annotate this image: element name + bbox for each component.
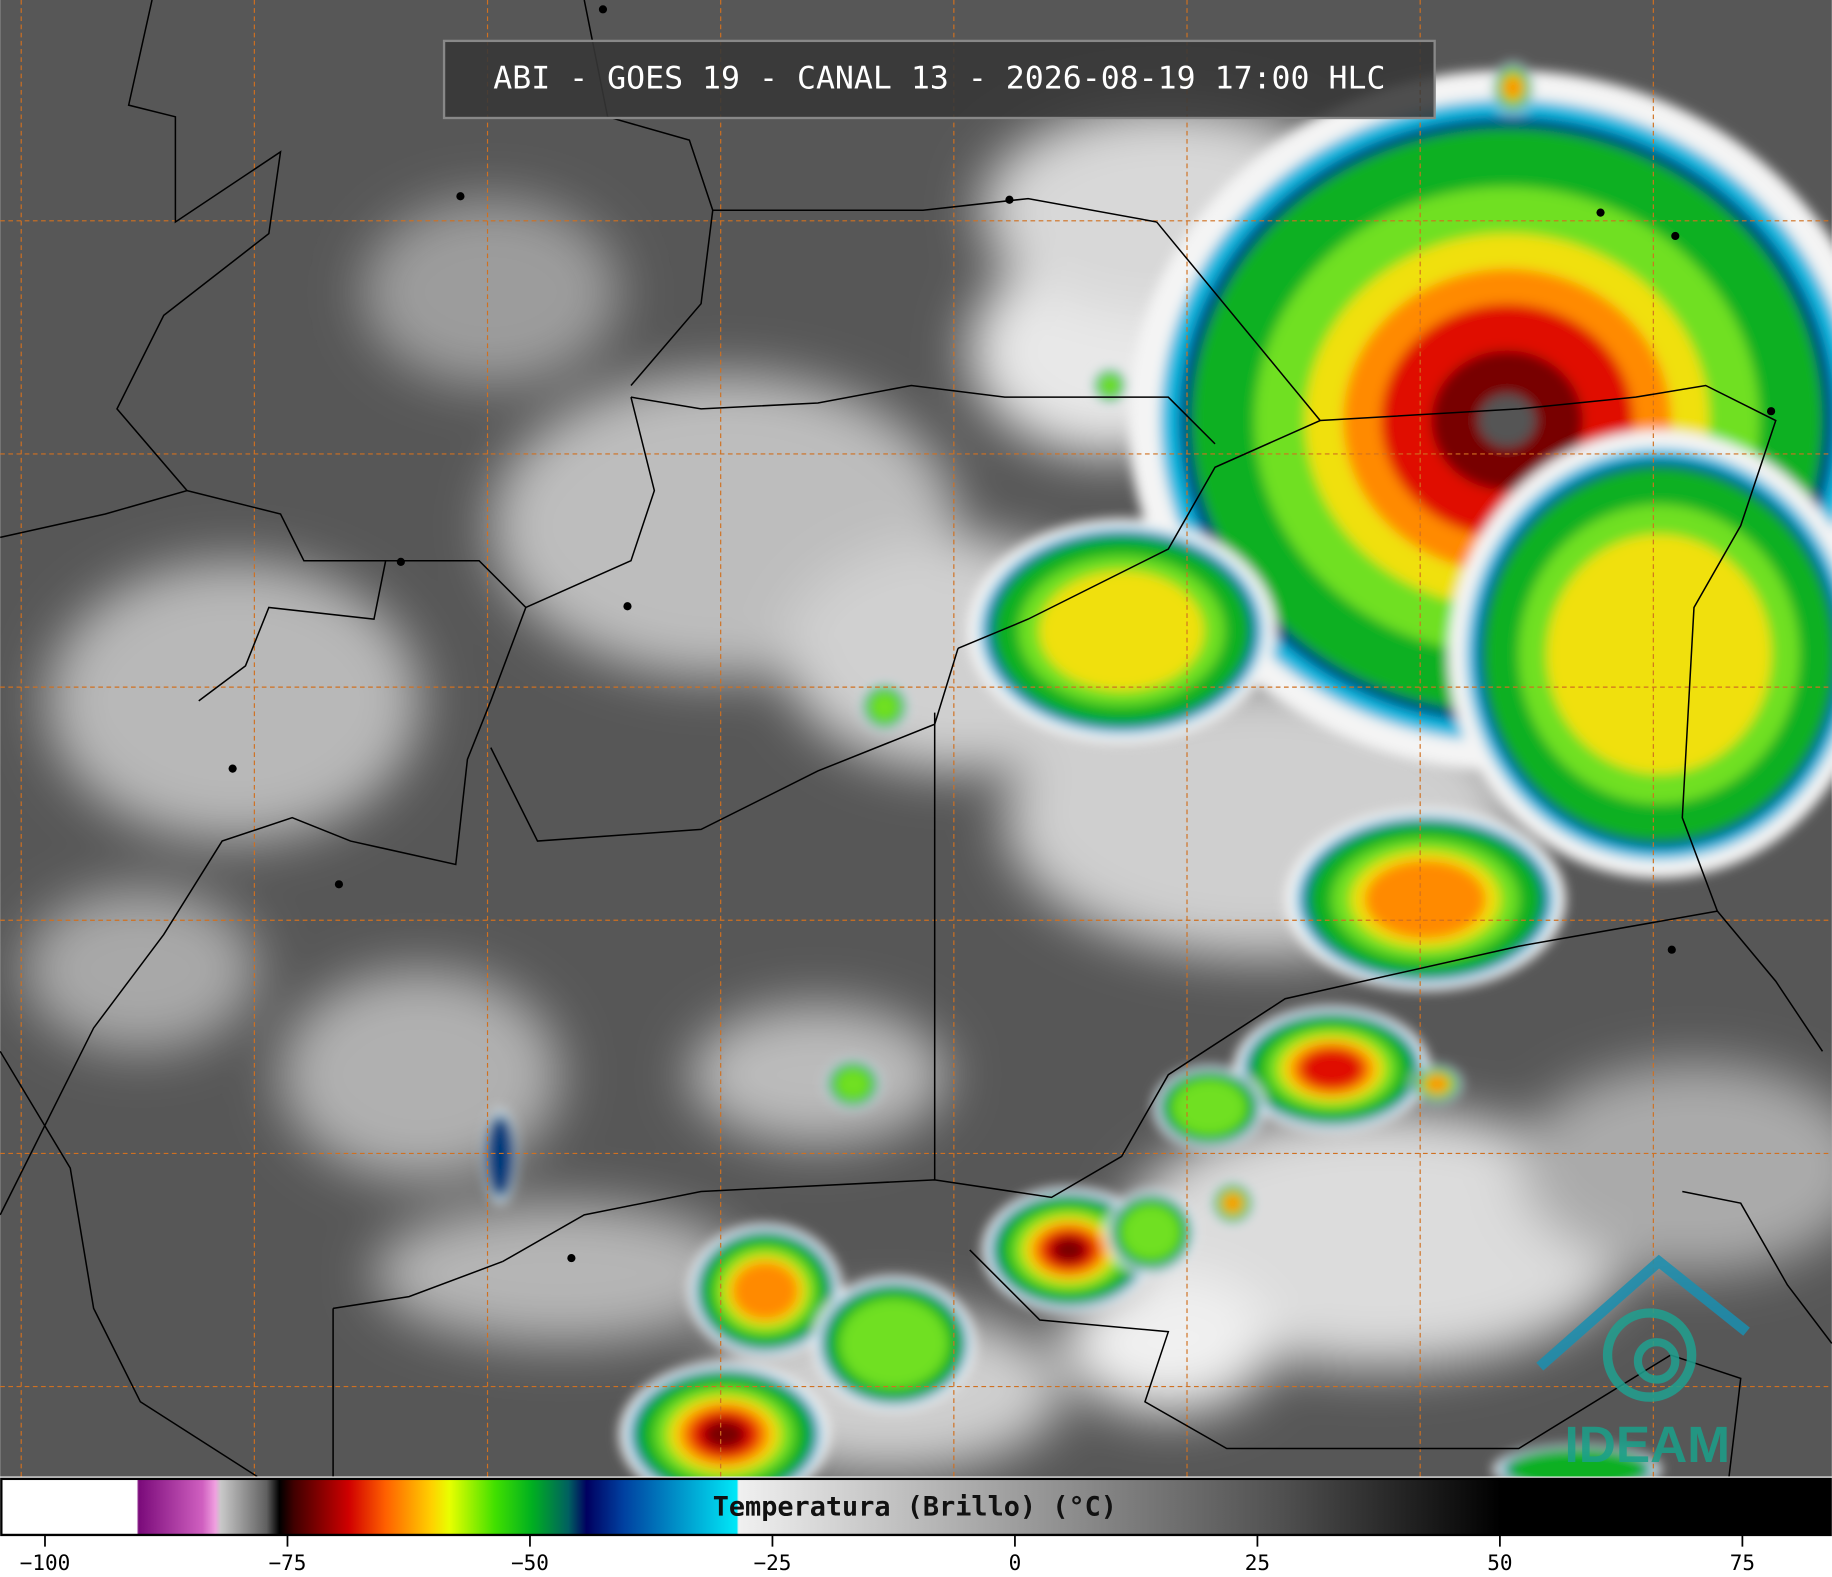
city [396, 557, 405, 566]
colorbar-label: Temperatura (Brillo) (°C) [713, 1492, 1117, 1523]
colorbar-tick-label: 75 [1730, 1550, 1755, 1575]
logo-text: IDEAM [1564, 1415, 1730, 1473]
cloud [1518, 1063, 1832, 1274]
city [334, 880, 344, 889]
city [1005, 195, 1014, 204]
title: ABI - GOES 19 - CANAL 13 - 2026-08-19 17… [493, 60, 1385, 96]
storm-layer [1478, 394, 1536, 447]
storm-layer [1171, 1079, 1247, 1136]
border [0, 0, 282, 539]
colorbar-tick-label: 50 [1487, 1550, 1512, 1575]
storm-layer [1051, 1237, 1087, 1263]
colorbar-tick-label: −75 [268, 1550, 306, 1575]
cloud [23, 887, 258, 1052]
city [228, 764, 237, 773]
storm-layer [485, 1115, 515, 1198]
storm-layer [1546, 534, 1772, 774]
colorbar-ticks: −100 −75 −50 −25 0 25 50 75 [20, 1534, 1755, 1575]
storm-layer [1299, 1047, 1365, 1090]
storm-layer [1426, 1075, 1448, 1093]
storm-cells [483, 62, 1832, 1508]
cloud [280, 969, 561, 1180]
storm-layer [868, 690, 901, 723]
colorbar [0, 1477, 1832, 1537]
border [0, 1050, 258, 1478]
storm-layer [1039, 570, 1204, 691]
city [567, 1254, 576, 1263]
colorbar-tick-label: −50 [511, 1550, 549, 1575]
border [630, 384, 1216, 445]
border [502, 910, 1718, 1263]
cloud [1063, 1273, 1274, 1414]
storm-layer [834, 1067, 872, 1101]
city [623, 602, 632, 611]
borders [0, 0, 1832, 1478]
storm-layer [731, 1261, 799, 1320]
graticule [0, 0, 1832, 1477]
border [1682, 1190, 1832, 1344]
storm-layer [839, 1298, 949, 1389]
city [456, 192, 465, 201]
cities [228, 5, 1776, 1263]
logo-swirl [1602, 1308, 1697, 1402]
colorbar-tick-label: −25 [753, 1550, 791, 1575]
logo-roof [1536, 1254, 1750, 1371]
logo-swirl [1633, 1338, 1680, 1384]
title-box [442, 39, 1436, 120]
cloud [373, 1203, 748, 1344]
colorbar-tick-label: 0 [1009, 1550, 1022, 1575]
border [957, 384, 1824, 1052]
cloud [362, 198, 620, 386]
storm-layer [703, 1419, 746, 1450]
border [969, 1249, 1742, 1477]
city [1596, 208, 1605, 217]
cloud [46, 560, 421, 842]
city [1667, 945, 1676, 954]
border [332, 1260, 503, 1310]
city [1766, 407, 1776, 416]
logo: IDEAM [1536, 1254, 1750, 1473]
city [1671, 231, 1680, 241]
storm-layer [1120, 1204, 1181, 1261]
storm-layer [1098, 374, 1122, 397]
colorbar-tick-label: −100 [20, 1550, 71, 1575]
colorbar-tick-label: 25 [1245, 1550, 1270, 1575]
border [186, 489, 387, 702]
border [525, 396, 656, 609]
storm-layer [1364, 859, 1487, 939]
border [1156, 221, 1321, 422]
city [598, 5, 608, 14]
border [0, 559, 527, 1216]
storm-layer [1503, 76, 1523, 99]
cloud [689, 1004, 947, 1145]
border [630, 210, 714, 386]
storm-layer [1223, 1194, 1242, 1213]
border [490, 648, 959, 842]
